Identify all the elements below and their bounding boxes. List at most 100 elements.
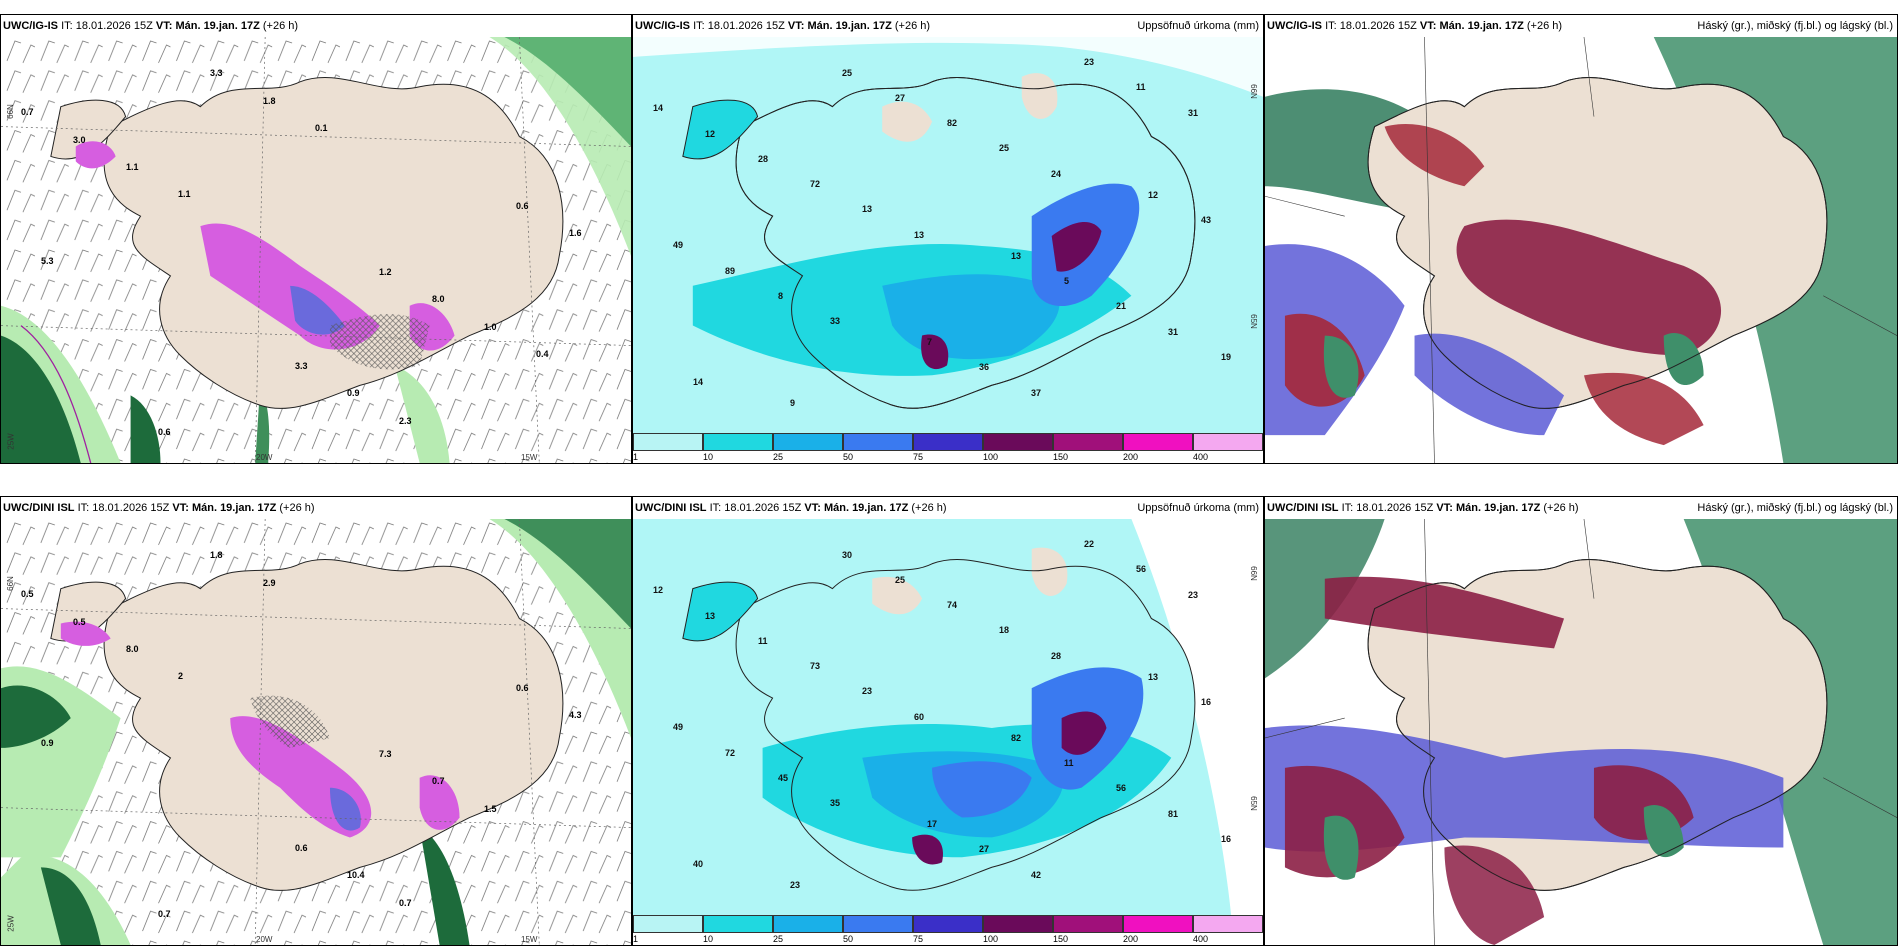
colorbar-tick: 100 bbox=[983, 934, 999, 944]
lon-label-20w: 20W bbox=[256, 935, 273, 944]
init-time: 18.01.2026 15Z bbox=[75, 20, 153, 32]
colorbar-tick: 1 bbox=[633, 934, 639, 944]
map-value-label: 11 bbox=[1064, 758, 1074, 768]
lead-time: (+26 h) bbox=[262, 20, 299, 32]
map-value-label: 0.7 bbox=[399, 898, 412, 908]
colorbar-swatch bbox=[1123, 433, 1193, 451]
colorbar-swatch bbox=[913, 433, 983, 451]
colorbar-tick: 100 bbox=[983, 452, 999, 462]
precip-value-labels: 12 82 23 13 17 13 11 30 16 27 11 56 25 49 42 73 81 74 72 22… bbox=[633, 519, 1263, 915]
valid-time: Mán. 19.jan. 17Z bbox=[191, 502, 277, 514]
map-value-label: 0.4 bbox=[536, 349, 549, 359]
init-time: 18.01.2026 15Z bbox=[1339, 20, 1417, 32]
colorbar-tick: 50 bbox=[843, 452, 854, 462]
map-value-label: 74 bbox=[947, 600, 958, 610]
map-value-label: 25 bbox=[999, 143, 1010, 153]
map-value-label: 12 bbox=[1148, 190, 1159, 200]
map-value-label: 8 bbox=[778, 291, 784, 301]
map-value-label: 7.3 bbox=[379, 749, 392, 759]
map-value-label: 18 bbox=[999, 625, 1010, 635]
map-value-label: 5 bbox=[1064, 276, 1070, 286]
precip-map: 66N 65N 14 13 9 12 7 12 5 25 43 36 28 21 27 49 37 72 31 8… bbox=[633, 37, 1263, 433]
map-value-label: 27 bbox=[895, 93, 906, 103]
map-value-label: 8.0 bbox=[432, 294, 445, 304]
colorbar-tick: 200 bbox=[1123, 452, 1139, 462]
lon-label-20w: 20W bbox=[256, 453, 273, 462]
map-value-label: 45 bbox=[778, 773, 789, 783]
colorbar-swatch bbox=[843, 915, 913, 933]
map-value-label: 82 bbox=[947, 118, 958, 128]
map-value-label: 21 bbox=[1116, 301, 1127, 311]
map-value-label: 89 bbox=[725, 266, 736, 276]
map-value-label: 13 bbox=[914, 230, 925, 240]
map-value-label: 23 bbox=[1188, 590, 1199, 600]
init-time: 18.01.2026 15Z bbox=[707, 20, 785, 32]
colorbar-tick: 150 bbox=[1053, 934, 1069, 944]
map-value-label: 28 bbox=[1051, 651, 1062, 661]
map-value-label: 60 bbox=[914, 712, 925, 722]
init-time: 18.01.2026 15Z bbox=[724, 502, 802, 514]
lon-label-15w: 15W bbox=[521, 935, 538, 944]
model-name: UWC/IG-IS bbox=[3, 20, 58, 32]
map-value-label: 0.6 bbox=[158, 427, 171, 437]
map-value-label: 27 bbox=[979, 844, 990, 854]
panel-row1-wind: UWC/IG-IS IT: 18.01.2026 15Z VT: Mán. 19… bbox=[0, 14, 632, 464]
map-value-label: 11 bbox=[1136, 82, 1146, 92]
panel-header: UWC/DINI ISL IT: 18.01.2026 15Z VT: Mán.… bbox=[633, 497, 1263, 519]
colorbar-swatch bbox=[1193, 915, 1263, 933]
model-name: UWC/IG-IS bbox=[1267, 20, 1322, 32]
panel-row1-clouds: UWC/IG-IS IT: 18.01.2026 15Z VT: Mán. 19… bbox=[1264, 14, 1898, 464]
map-value-label: 0.9 bbox=[41, 738, 54, 748]
lon-label-15w: 15W bbox=[521, 453, 538, 462]
valid-time: Mán. 19.jan. 17Z bbox=[823, 502, 909, 514]
panel-header: UWC/IG-IS IT: 18.01.2026 15Z VT: Mán. 19… bbox=[633, 15, 1263, 37]
map-value-label: 1.2 bbox=[379, 267, 392, 277]
map-value-label: 40 bbox=[693, 859, 704, 869]
map-value-label: 0.6 bbox=[516, 201, 529, 211]
panel-title: Uppsöfnuð úrkoma (mm) bbox=[1137, 20, 1259, 32]
map-value-label: 31 bbox=[1188, 108, 1199, 118]
panel-row1-precip: UWC/IG-IS IT: 18.01.2026 15Z VT: Mán. 19… bbox=[632, 14, 1264, 464]
colorbar-swatch bbox=[1053, 433, 1123, 451]
cloud-map bbox=[1265, 37, 1897, 463]
map-value-label: 1.1 bbox=[178, 189, 191, 199]
panel-header: UWC/IG-IS IT: 18.01.2026 15Z VT: Mán. 19… bbox=[1265, 15, 1897, 37]
precip-map: 66N 65N 12 82 23 13 17 13 11 30 16 27 11 56 25 49 42 73… bbox=[633, 519, 1263, 915]
map-value-label: 0.6 bbox=[295, 843, 308, 853]
colorbar-swatch bbox=[703, 433, 773, 451]
map-value-label: 0.6 bbox=[516, 683, 529, 693]
map-value-label: 82 bbox=[1011, 733, 1022, 743]
cloud-map bbox=[1265, 519, 1897, 945]
map-value-label: 1.1 bbox=[126, 162, 139, 172]
map-value-label: 81 bbox=[1168, 809, 1179, 819]
colorbar-tick: 50 bbox=[843, 934, 854, 944]
colorbar-tick: 75 bbox=[913, 452, 924, 462]
map-value-label: 14 bbox=[653, 103, 664, 113]
colorbar-swatch bbox=[703, 915, 773, 933]
colorbar-swatch bbox=[1053, 915, 1123, 933]
map-value-label: 35 bbox=[830, 798, 841, 808]
map-value-label: 37 bbox=[1031, 388, 1042, 398]
colorbar-swatch bbox=[983, 915, 1053, 933]
map-value-label: 11 bbox=[758, 636, 768, 646]
colorbar-tick: 10 bbox=[703, 934, 714, 944]
map-value-label: 72 bbox=[810, 179, 821, 189]
map-value-label: 8.0 bbox=[126, 644, 139, 654]
colorbar-tick: 400 bbox=[1193, 934, 1209, 944]
map-value-label: 23 bbox=[790, 880, 801, 890]
colorbar-swatch bbox=[633, 915, 703, 933]
precip-colorbar: 1 10 25 50 75 100 150 200 400 bbox=[633, 915, 1263, 945]
map-value-label: 19 bbox=[1221, 352, 1232, 362]
map-value-label: 1.6 bbox=[569, 228, 582, 238]
panel-header: UWC/IG-IS IT: 18.01.2026 15Z VT: Mán. 19… bbox=[1, 15, 631, 37]
map-value-label: 43 bbox=[1201, 215, 1212, 225]
map-value-label: 5.3 bbox=[41, 256, 54, 266]
lead-time: (+26 h) bbox=[911, 502, 947, 514]
map-value-label: 13 bbox=[705, 611, 716, 621]
lead-time: (+26 h) bbox=[1526, 20, 1563, 32]
model-name: UWC/DINI ISL bbox=[635, 502, 707, 514]
map-value-label: 0.5 bbox=[21, 589, 34, 599]
colorbar-tick: 25 bbox=[773, 934, 784, 944]
panel-title: Háský (gr.), miðský (fj.bl.) og lágský (… bbox=[1697, 502, 1893, 514]
value-labels: 0.7 1.2 0.6 0.6 3.3 3.0 8.0 3.3 1.6 0.9 1.1 1.0 1.8 5… bbox=[1, 37, 631, 463]
